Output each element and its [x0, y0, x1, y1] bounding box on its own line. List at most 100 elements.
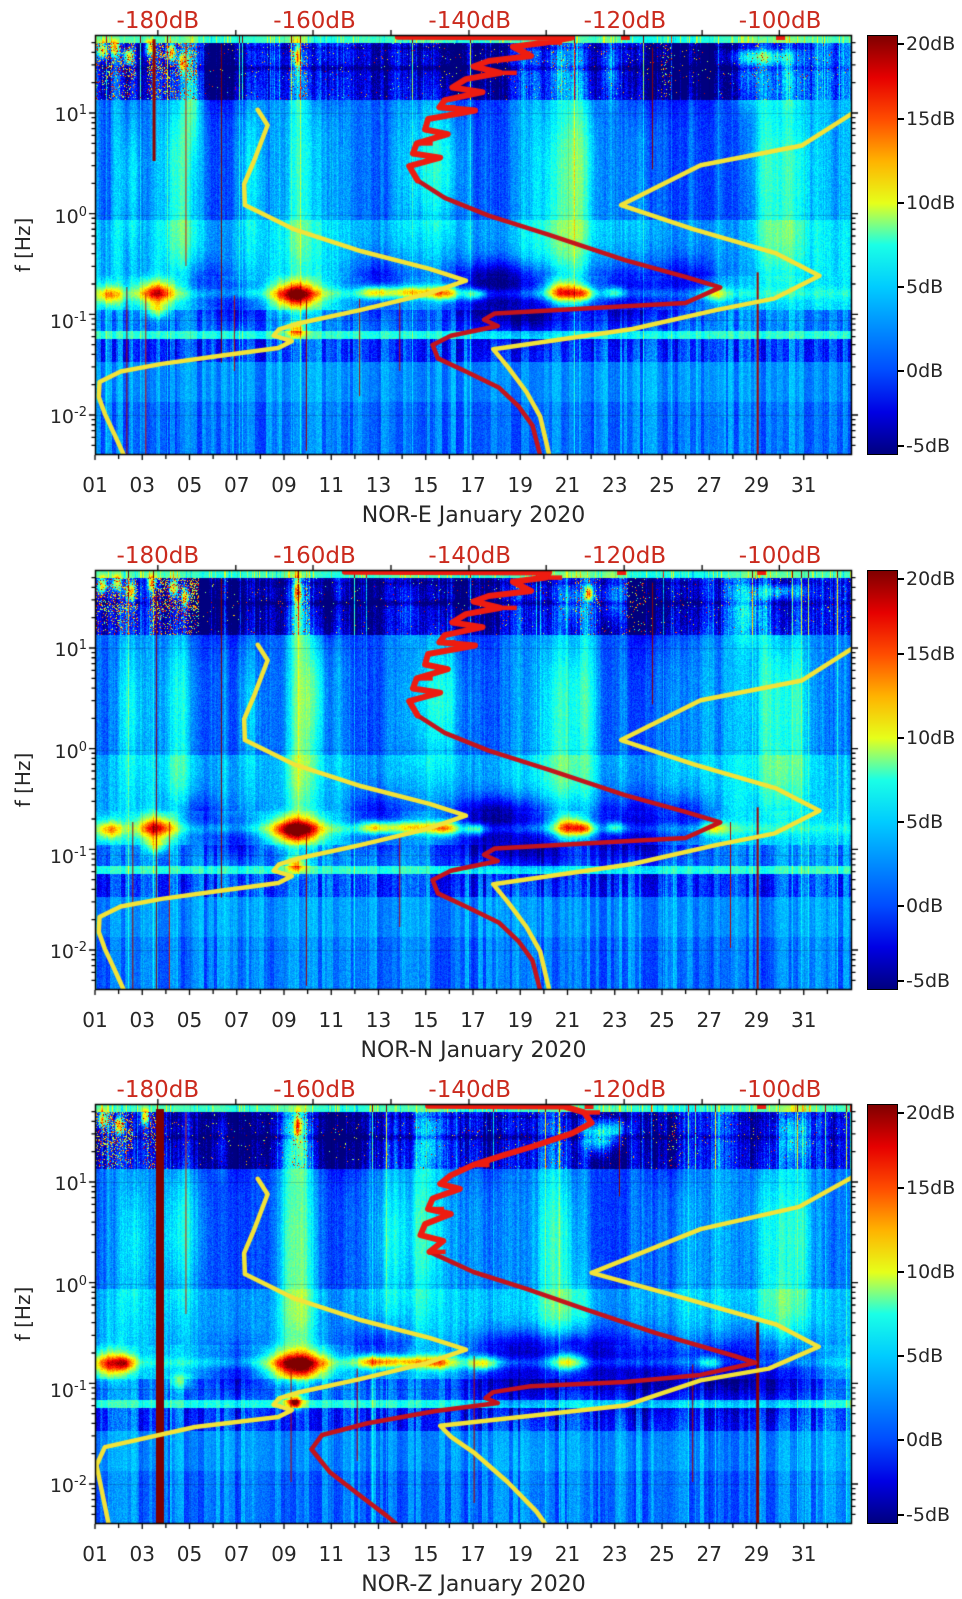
colorbar-tick-mark: [898, 286, 904, 288]
colorbar-tick-label: -5dB: [906, 970, 951, 992]
y-axis-label: f [Hz]: [11, 752, 35, 808]
y-tick-mantissa: 10: [49, 406, 75, 429]
top-db-label: -120dB: [583, 8, 667, 34]
colorbar-tick-mark: [898, 1271, 904, 1273]
x-tick-label: 21: [554, 1008, 581, 1032]
y-tick-exponent: -2: [74, 939, 87, 955]
colorbar: [867, 35, 898, 455]
y-tick-label: 100: [25, 737, 87, 763]
x-tick-label: 11: [318, 1542, 344, 1566]
colorbar-tick-mark: [898, 370, 904, 372]
y-tick-exponent: 0: [78, 204, 87, 220]
y-tick-exponent: 1: [78, 1171, 87, 1187]
colorbar-tick-mark: [898, 905, 904, 907]
colorbar-tick-mark: [898, 1355, 904, 1357]
x-tick-label: 21: [554, 1542, 581, 1566]
x-tick-label: 21: [554, 473, 581, 497]
colorbar-tick-mark: [898, 737, 904, 739]
colorbar-tick-label: 0dB: [906, 360, 944, 382]
y-tick-label: 10-1: [25, 1376, 87, 1402]
top-db-label: -120dB: [583, 1077, 667, 1103]
top-db-label: -160dB: [273, 1077, 356, 1103]
y-axis-label: f [Hz]: [11, 1286, 35, 1342]
x-tick-label: 09: [271, 1008, 297, 1032]
x-tick-label: 29: [743, 473, 770, 497]
colorbar-tick-label: 5dB: [906, 1345, 944, 1367]
x-tick-label: 19: [507, 1542, 533, 1566]
x-tick-label: 07: [224, 473, 250, 497]
colorbar-tick-label: 5dB: [906, 811, 944, 833]
y-tick-label: 10-1: [25, 842, 87, 868]
colorbar-tick-mark: [898, 578, 904, 580]
x-tick-label: 01: [82, 473, 108, 497]
y-tick-exponent: 1: [78, 102, 87, 118]
colorbar: [867, 570, 898, 990]
x-tick-label: 27: [696, 1542, 722, 1566]
x-tick-label: 03: [129, 473, 155, 497]
y-tick-label: 10-2: [25, 937, 87, 963]
x-tick-label: 13: [365, 1008, 392, 1032]
top-db-label: -140dB: [428, 543, 511, 569]
y-tick-exponent: 0: [78, 739, 87, 755]
x-tick-label: 17: [460, 1008, 486, 1032]
colorbar-tick-mark: [898, 1439, 904, 1441]
x-tick-label: 17: [460, 473, 486, 497]
y-tick-label: 101: [25, 635, 87, 661]
x-tick-label: 19: [507, 1008, 533, 1032]
colorbar-tick-label: 0dB: [906, 1429, 944, 1451]
y-tick-label: 100: [25, 202, 87, 228]
x-tick-label: 19: [507, 473, 533, 497]
colorbar-tick-label: 15dB: [906, 108, 956, 130]
y-tick-label: 10-2: [25, 1471, 87, 1497]
panel-title: NOR-Z January 2020: [361, 1572, 586, 1597]
colorbar-tick-label: 20dB: [906, 1102, 956, 1124]
panel-title: NOR-N January 2020: [360, 1038, 587, 1063]
top-db-label: -120dB: [583, 543, 667, 569]
x-tick-label: 11: [318, 1008, 344, 1032]
y-tick-mantissa: 10: [49, 1475, 75, 1498]
top-db-label: -180dB: [116, 543, 200, 569]
panel-title: NOR-E January 2020: [361, 503, 586, 528]
x-tick-label: 27: [696, 1008, 722, 1032]
y-tick-exponent: -1: [74, 309, 87, 325]
top-db-label: -100dB: [738, 8, 822, 34]
x-tick-label: 07: [224, 1542, 250, 1566]
y-tick-mantissa: 10: [49, 941, 75, 964]
spectrogram-canvas-nor-z: [83, 1096, 864, 1532]
colorbar-tick-mark: [898, 445, 904, 447]
x-tick-label: 15: [413, 1542, 439, 1566]
x-tick-label: 23: [602, 1542, 628, 1566]
y-tick-label: 10-2: [25, 402, 87, 428]
colorbar-tick-mark: [898, 980, 904, 982]
x-tick-label: 03: [129, 1542, 155, 1566]
top-db-label: -160dB: [273, 543, 356, 569]
y-tick-exponent: -1: [74, 1378, 87, 1394]
x-tick-label: 25: [649, 1008, 675, 1032]
y-tick-mantissa: 10: [54, 741, 79, 764]
y-tick-exponent: 0: [78, 1273, 87, 1289]
top-db-label: -100dB: [738, 543, 822, 569]
y-tick-label: 100: [25, 1271, 87, 1297]
colorbar-tick-label: 20dB: [906, 33, 956, 55]
y-tick-label: 101: [25, 100, 87, 126]
x-tick-label: 05: [176, 1542, 203, 1566]
x-tick-label: 15: [413, 473, 439, 497]
y-tick-exponent: -1: [74, 844, 87, 860]
x-tick-label: 17: [460, 1542, 486, 1566]
colorbar-tick-label: 15dB: [906, 1177, 956, 1199]
x-tick-label: 23: [602, 473, 628, 497]
colorbar: [867, 1104, 898, 1524]
x-tick-label: 13: [365, 473, 392, 497]
y-tick-label: 101: [25, 1169, 87, 1195]
y-tick-mantissa: 10: [54, 206, 79, 229]
y-tick-exponent: -2: [74, 404, 87, 420]
x-tick-label: 05: [176, 473, 203, 497]
top-db-label: -180dB: [116, 1077, 200, 1103]
x-tick-label: 11: [318, 473, 344, 497]
y-tick-mantissa: 10: [54, 639, 79, 662]
x-tick-label: 15: [413, 1008, 439, 1032]
x-tick-label: 03: [129, 1008, 155, 1032]
x-tick-label: 07: [224, 1008, 250, 1032]
colorbar-tick-label: 0dB: [906, 895, 944, 917]
